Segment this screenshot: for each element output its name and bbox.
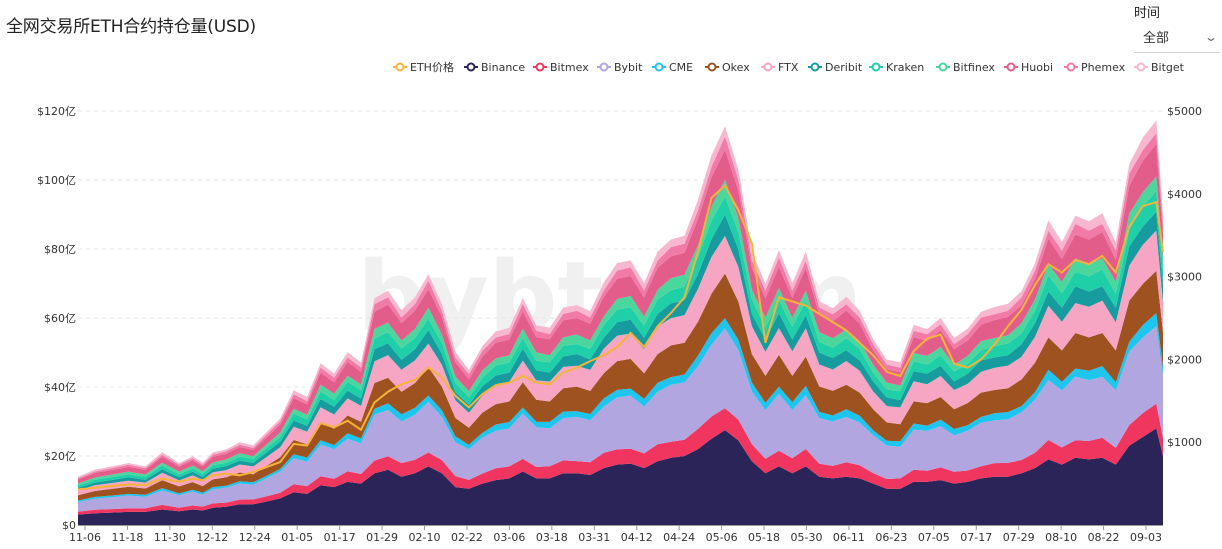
y-left-tick-label: $100亿 [37, 174, 76, 187]
time-range-label: 时间 [1134, 6, 1161, 21]
x-tick-label: 06-11 [833, 531, 865, 544]
x-tick-label: 03-31 [578, 531, 610, 544]
legend: ETH价格 Binance Bitmex Bybit CME Okex FTX Deribit… [393, 60, 1185, 74]
legend-label: Bitget [1151, 61, 1185, 74]
time-range-dropdown[interactable]: 全部 ⌄ [1134, 27, 1220, 53]
legend-label: Okex [722, 61, 750, 74]
x-tick-label: 07-17 [960, 531, 992, 544]
legend-label: CME [669, 61, 693, 74]
area-series-binance [78, 428, 1163, 525]
time-range-select[interactable]: 时间 全部 ⌄ [1134, 2, 1220, 53]
legend-label: Kraken [886, 61, 924, 74]
legend-label: Deribit [825, 61, 863, 74]
legend-swatch-dot [535, 62, 545, 72]
legend-swatch-dot [810, 62, 820, 72]
legend-label: ETH价格 [410, 60, 454, 74]
eth-price-line [77, 183, 1164, 491]
y-left-tick-label: $80亿 [44, 243, 76, 256]
chevron-down-icon: ⌄ [1203, 29, 1219, 44]
x-tick-label: 05-18 [748, 531, 780, 544]
x-tick-label: 02-22 [451, 531, 483, 544]
legend-item-bitget[interactable]: Bitget [1134, 61, 1185, 74]
time-range-value: 全部 [1143, 31, 1170, 46]
legend-swatch-dot [395, 62, 405, 72]
y-left-tick-label: $60亿 [44, 312, 76, 325]
y-right-tick-label: $1000 [1167, 436, 1202, 449]
x-tick-label: 11-06 [69, 531, 101, 544]
chart-title: 全网交易所ETH合约持仓量(USD) [6, 17, 256, 37]
x-axis: 11-06 11-18 11-30 12-12 12-24 01-05 01-17 01-29… [69, 525, 1163, 544]
legend-item-binance[interactable]: Binance [464, 61, 525, 74]
legend-swatch-dot [871, 62, 881, 72]
legend-label: Phemex [1081, 61, 1126, 74]
legend-item-huobi[interactable]: Huobi [1004, 61, 1053, 74]
y-axis-left: $0 $20亿 $40亿 $60亿 $80亿 $100亿 $120亿 [37, 105, 76, 532]
y-right-tick-label: $5000 [1167, 105, 1202, 118]
x-tick-label: 07-29 [1003, 531, 1035, 544]
x-tick-label: 06-23 [875, 531, 907, 544]
y-right-tick-label: $4000 [1167, 188, 1202, 201]
x-tick-label: 12-24 [239, 531, 271, 544]
x-tick-label: 03-18 [536, 531, 568, 544]
legend-item-kraken[interactable]: Kraken [869, 61, 924, 74]
y-axis-right: $1000 $2000 $3000 $4000 $5000 [1167, 105, 1202, 449]
legend-label: FTX [778, 61, 799, 74]
legend-label: Binance [481, 61, 525, 74]
legend-label: Bybit [614, 61, 643, 74]
y-right-tick-label: $2000 [1167, 353, 1202, 366]
x-tick-label: 11-18 [111, 531, 143, 544]
legend-item-eth价格[interactable]: ETH价格 [393, 60, 454, 74]
x-tick-label: 02-10 [409, 531, 441, 544]
x-tick-label: 01-29 [366, 531, 398, 544]
area-series-bitmex [78, 403, 1163, 515]
x-tick-label: 05-30 [790, 531, 822, 544]
legend-item-deribit[interactable]: Deribit [808, 61, 863, 74]
x-tick-label: 01-05 [281, 531, 313, 544]
y-left-tick-label: $40亿 [44, 381, 76, 394]
area-series-bybit [78, 326, 1163, 512]
x-tick-label: 08-22 [1088, 531, 1120, 544]
legend-label: Huobi [1021, 61, 1053, 74]
y-right-tick-label: $3000 [1167, 271, 1202, 284]
y-left-tick-label: $20亿 [44, 450, 76, 463]
x-tick-label: 01-17 [324, 531, 356, 544]
x-tick-label: 05-06 [706, 531, 738, 544]
legend-swatch-dot [707, 62, 717, 72]
legend-item-phemex[interactable]: Phemex [1064, 61, 1126, 74]
x-tick-label: 03-06 [493, 531, 525, 544]
x-tick-label: 04-24 [663, 531, 695, 544]
legend-swatch-dot [466, 62, 476, 72]
legend-swatch-dot [763, 62, 773, 72]
legend-item-bitfinex[interactable]: Bitfinex [936, 61, 995, 74]
x-tick-label: 08-10 [1045, 531, 1077, 544]
x-tick-label: 04-12 [621, 531, 653, 544]
x-tick-label: 07-05 [918, 531, 950, 544]
legend-item-bitmex[interactable]: Bitmex [533, 61, 589, 74]
legend-label: Bitfinex [953, 61, 995, 74]
x-tick-label: 11-30 [154, 531, 186, 544]
legend-swatch-dot [1066, 62, 1076, 72]
legend-item-okex[interactable]: Okex [705, 61, 750, 74]
x-tick-label: 12-12 [196, 531, 228, 544]
y-left-tick-label: $0 [62, 519, 76, 532]
area-series-okex [78, 270, 1163, 501]
legend-swatch-dot [654, 62, 664, 72]
legend-swatch-dot [938, 62, 948, 72]
x-tick-label: 09-03 [1130, 531, 1162, 544]
stacked-areas [78, 120, 1163, 525]
legend-item-cme[interactable]: CME [652, 61, 693, 74]
legend-swatch-dot [599, 62, 609, 72]
legend-item-bybit[interactable]: Bybit [597, 61, 643, 74]
price-line-layer [77, 183, 1164, 491]
legend-item-ftx[interactable]: FTX [761, 61, 799, 74]
legend-swatch-dot [1136, 62, 1146, 72]
legend-swatch-dot [1006, 62, 1016, 72]
y-left-tick-label: $120亿 [37, 105, 76, 118]
legend-label: Bitmex [550, 61, 589, 74]
